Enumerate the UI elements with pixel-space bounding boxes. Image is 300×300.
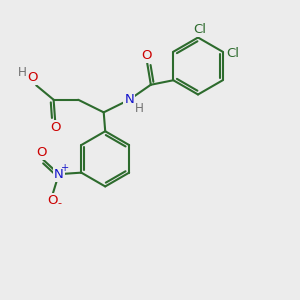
Text: Cl: Cl — [226, 47, 239, 60]
Text: N: N — [54, 168, 64, 181]
Text: +: + — [61, 163, 70, 173]
Text: O: O — [48, 194, 58, 207]
Text: N: N — [124, 93, 134, 106]
Text: H: H — [135, 102, 144, 115]
Text: O: O — [27, 71, 38, 84]
Text: O: O — [37, 146, 47, 159]
Text: O: O — [141, 49, 152, 62]
Text: O: O — [50, 121, 60, 134]
Text: H: H — [17, 66, 26, 79]
Text: Cl: Cl — [193, 22, 206, 36]
Text: -: - — [57, 198, 62, 208]
